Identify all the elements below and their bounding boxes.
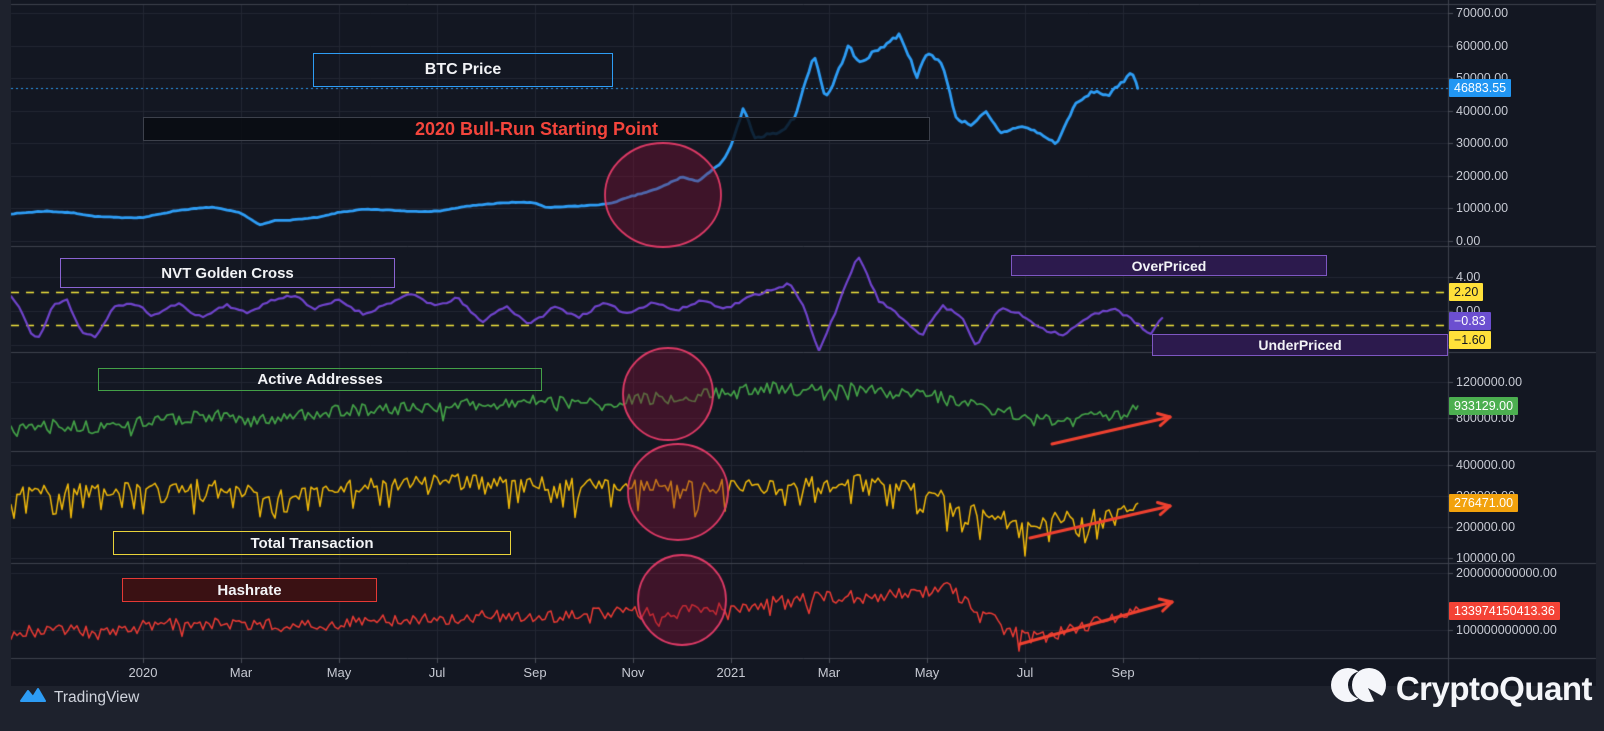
underpriced-label-box[interactable]: UnderPriced bbox=[1152, 334, 1448, 356]
time-axis-label: Sep bbox=[523, 665, 547, 680]
y-axis-label-price: 0.00 bbox=[1456, 234, 1481, 248]
hashrate-label-box[interactable]: Hashrate bbox=[122, 578, 377, 602]
y-axis-label-price: 10000.00 bbox=[1456, 201, 1509, 216]
y-axis-label-tx: 100000.00 bbox=[1456, 551, 1516, 565]
btc-price-label: BTC Price bbox=[424, 61, 502, 78]
y-axis-label-price: 40000.00 bbox=[1456, 103, 1509, 118]
axis-badge-active: 933129.00 bbox=[1449, 397, 1519, 416]
bull-run-annotation-box[interactable]: 2020 Bull-Run Starting Point bbox=[143, 117, 930, 141]
underpriced-label: UnderPriced bbox=[1258, 337, 1342, 353]
time-axis-label: 2021 bbox=[716, 665, 746, 680]
hashrate-label: Hashrate bbox=[217, 581, 282, 599]
y-axis-label-price: 30000.00 bbox=[1456, 136, 1509, 151]
btc-price-label-box[interactable]: BTC Price bbox=[313, 53, 613, 87]
bull-run-text: 2020 Bull-Run Starting Point bbox=[414, 118, 659, 139]
axis-badge-price: 46883.55 bbox=[1449, 79, 1512, 98]
y-axis-label-price: 20000.00 bbox=[1456, 168, 1509, 183]
time-axis-label: Jul bbox=[1016, 665, 1034, 680]
nvt-label: NVT Golden Cross bbox=[161, 264, 294, 282]
y-axis-label-hash: 200000000000.00 bbox=[1456, 566, 1557, 580]
nvt-label-box[interactable]: NVT Golden Cross bbox=[60, 258, 395, 288]
y-axis-label-price: 70000.00 bbox=[1456, 6, 1509, 20]
y-axis-label-hash: 100000000000.00 bbox=[1456, 623, 1557, 637]
axis-badge-nvt: −0.83 bbox=[1449, 312, 1491, 331]
time-axis-label: Nov bbox=[621, 665, 645, 680]
tradingview-attribution[interactable]: TradingView bbox=[20, 687, 139, 708]
time-axis-label: May bbox=[914, 665, 940, 680]
overpriced-label: OverPriced bbox=[1131, 257, 1207, 274]
axis-badge-tx: 276471.00 bbox=[1449, 494, 1519, 513]
y-axis-label-tx: 400000.00 bbox=[1456, 458, 1516, 472]
cryptoquant-logo-text: CryptoQuant bbox=[1395, 670, 1593, 707]
overpriced-label-box[interactable]: OverPriced bbox=[1011, 255, 1327, 276]
total-transaction-label: Total Transaction bbox=[250, 534, 374, 552]
tradingview-logo-text: TradingView bbox=[54, 688, 140, 706]
time-axis-label: Jul bbox=[428, 665, 446, 680]
cryptoquant-logo-icon bbox=[1329, 666, 1386, 712]
active-addresses-label: Active Addresses bbox=[257, 371, 383, 388]
total-transaction-label-box[interactable]: Total Transaction bbox=[113, 531, 511, 555]
time-axis-label: Mar bbox=[229, 665, 253, 680]
time-axis-label: May bbox=[326, 665, 352, 680]
y-axis-label-tx: 200000.00 bbox=[1456, 520, 1516, 534]
time-axis-label: 2020 bbox=[128, 665, 158, 680]
time-axis-label: Mar bbox=[817, 665, 841, 680]
axis-badge-hash: 133974150413.36 bbox=[1449, 601, 1560, 620]
tradingview-logo-icon bbox=[20, 687, 46, 708]
axis-badge-nvt: −1.60 bbox=[1449, 330, 1491, 349]
time-axis-label: Sep bbox=[1111, 665, 1135, 680]
cryptoquant-watermark: CryptoQuant bbox=[1329, 666, 1593, 712]
axis-badge-nvt: 2.20 bbox=[1449, 283, 1484, 302]
y-axis-label-active: 1200000.00 bbox=[1456, 375, 1523, 389]
y-axis-label-price: 60000.00 bbox=[1456, 38, 1509, 53]
active-addresses-label-box[interactable]: Active Addresses bbox=[98, 368, 542, 391]
y-axis-label-nvt: 4.00 bbox=[1456, 270, 1481, 284]
